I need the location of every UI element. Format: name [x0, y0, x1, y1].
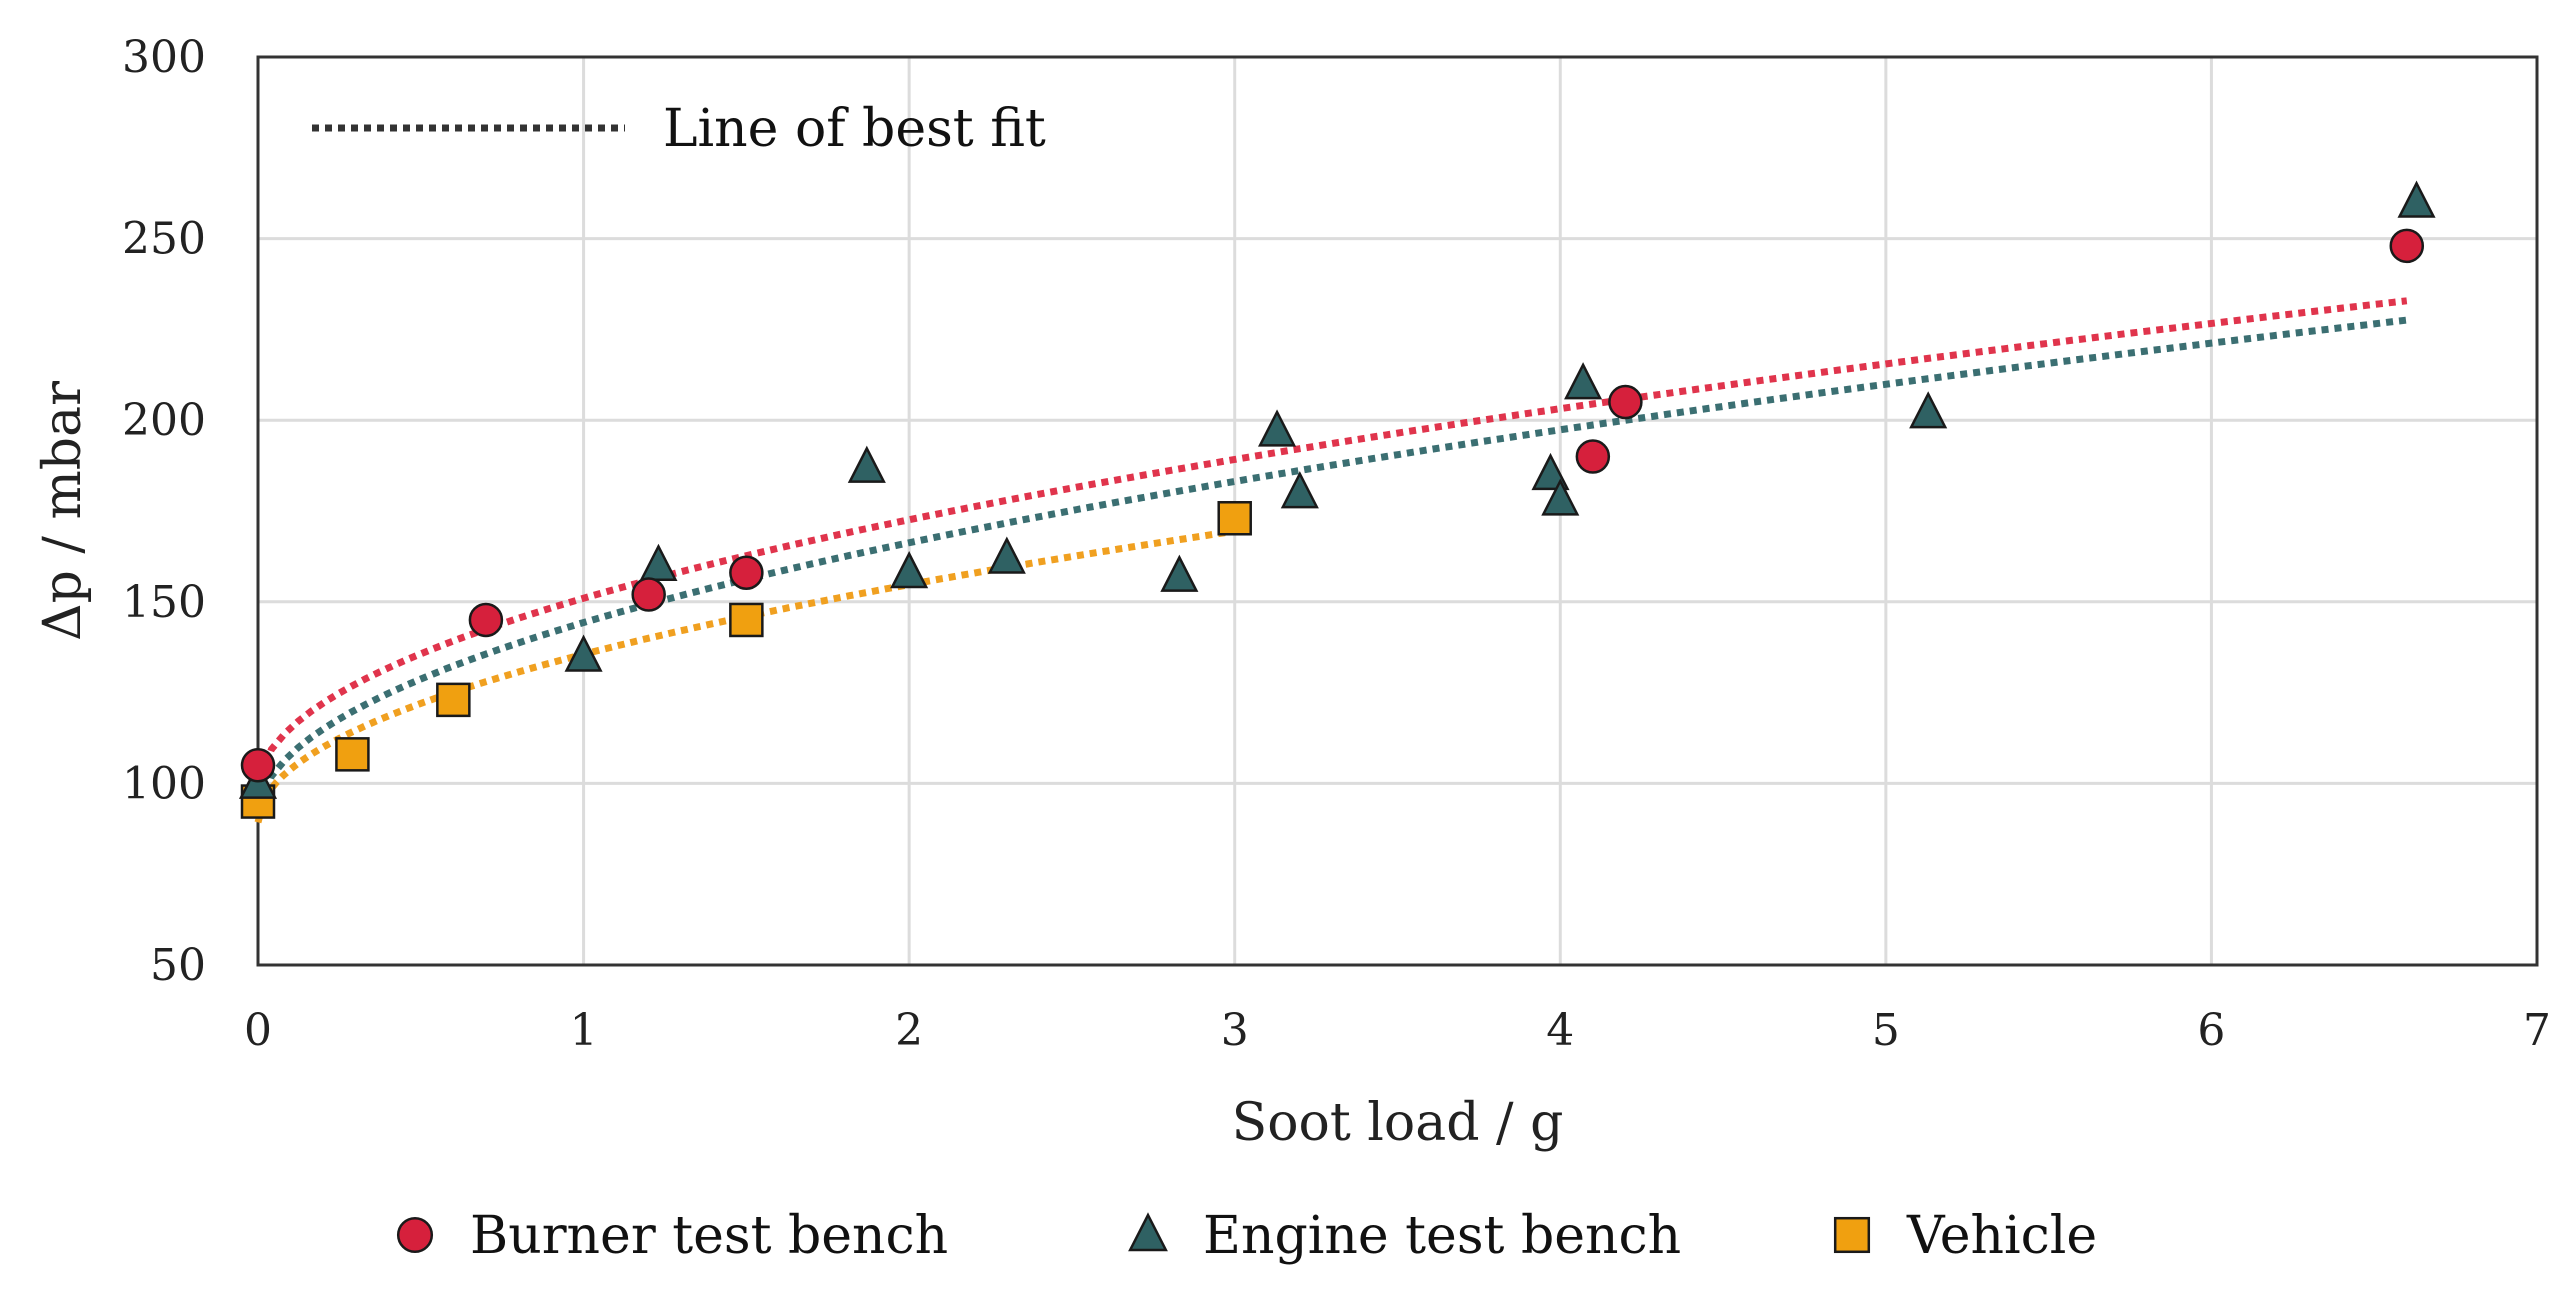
point-triangle — [564, 634, 603, 672]
point-square — [335, 737, 370, 772]
point-triangle — [890, 550, 929, 589]
x-axis-title: Soot load / g — [1232, 1093, 1564, 1153]
fit-line-circle — [254, 297, 2408, 790]
point-circle — [1608, 384, 1643, 420]
fit-legend-label: Line of best fit — [663, 99, 1046, 159]
point-triangle — [2397, 180, 2436, 218]
y-tick-label: 50 — [150, 940, 206, 991]
x-axis-ticks: 0 1 2 3 4 5 6 7 — [244, 1005, 2551, 1056]
data-points — [238, 180, 2436, 819]
legend-item-square: Vehicle — [1833, 1206, 2097, 1266]
point-triangle — [1909, 391, 1948, 429]
point-circle — [468, 602, 504, 638]
x-tick-label: 1 — [570, 1005, 598, 1056]
point-triangle — [1541, 478, 1580, 516]
legend-marker-circle — [396, 1216, 434, 1254]
y-tick-label: 150 — [122, 577, 206, 628]
gridlines — [258, 57, 2537, 965]
legend-label-circle: Burner test bench — [470, 1206, 948, 1266]
point-triangle — [1564, 362, 1603, 400]
legend-label-square: Vehicle — [1906, 1206, 2097, 1266]
series-legend: Burner test bench Engine test bench Vehicl… — [396, 1206, 2097, 1266]
point-circle — [1575, 439, 1611, 474]
x-tick-label: 3 — [1221, 1005, 1249, 1056]
point-circle — [2389, 228, 2425, 264]
point-circle — [729, 555, 764, 590]
x-tick-label: 5 — [1872, 1005, 1900, 1056]
point-triangle — [1160, 554, 1199, 592]
x-tick-label: 6 — [2197, 1005, 2225, 1056]
x-tick-label: 2 — [895, 1005, 923, 1056]
point-square — [436, 682, 471, 718]
legend-item-circle: Burner test bench — [396, 1206, 948, 1266]
point-triangle — [1280, 471, 1319, 509]
point-triangle — [847, 445, 886, 483]
point-square — [729, 602, 764, 638]
y-tick-label: 300 — [122, 32, 206, 83]
plot-area-frame — [256, 55, 2539, 967]
point-triangle — [1531, 452, 1570, 491]
point-circle — [631, 577, 666, 612]
x-tick-label: 7 — [2523, 1005, 2551, 1056]
x-tick-label: 0 — [244, 1005, 272, 1056]
point-square — [1217, 501, 1252, 536]
y-tick-label: 100 — [122, 758, 206, 809]
x-tick-label: 4 — [1546, 1005, 1574, 1056]
point-triangle — [639, 543, 678, 581]
point-triangle — [1257, 409, 1297, 447]
y-tick-label: 250 — [122, 214, 206, 265]
legend-label-triangle: Engine test bench — [1203, 1206, 1681, 1266]
point-triangle — [987, 536, 1026, 574]
y-tick-label: 200 — [122, 395, 206, 446]
legend-item-triangle: Engine test bench — [1128, 1206, 1681, 1266]
point-circle — [240, 747, 276, 783]
legend-marker-square — [1833, 1216, 1871, 1254]
y-axis-title: Δp / mbar — [33, 381, 93, 641]
fit-line-triangle — [254, 316, 2408, 817]
y-axis-ticks: 50 100 150 200 250 300 — [122, 32, 206, 991]
legend-marker-triangle — [1128, 1212, 1168, 1252]
fit-legend: Line of best fit — [312, 99, 1046, 159]
